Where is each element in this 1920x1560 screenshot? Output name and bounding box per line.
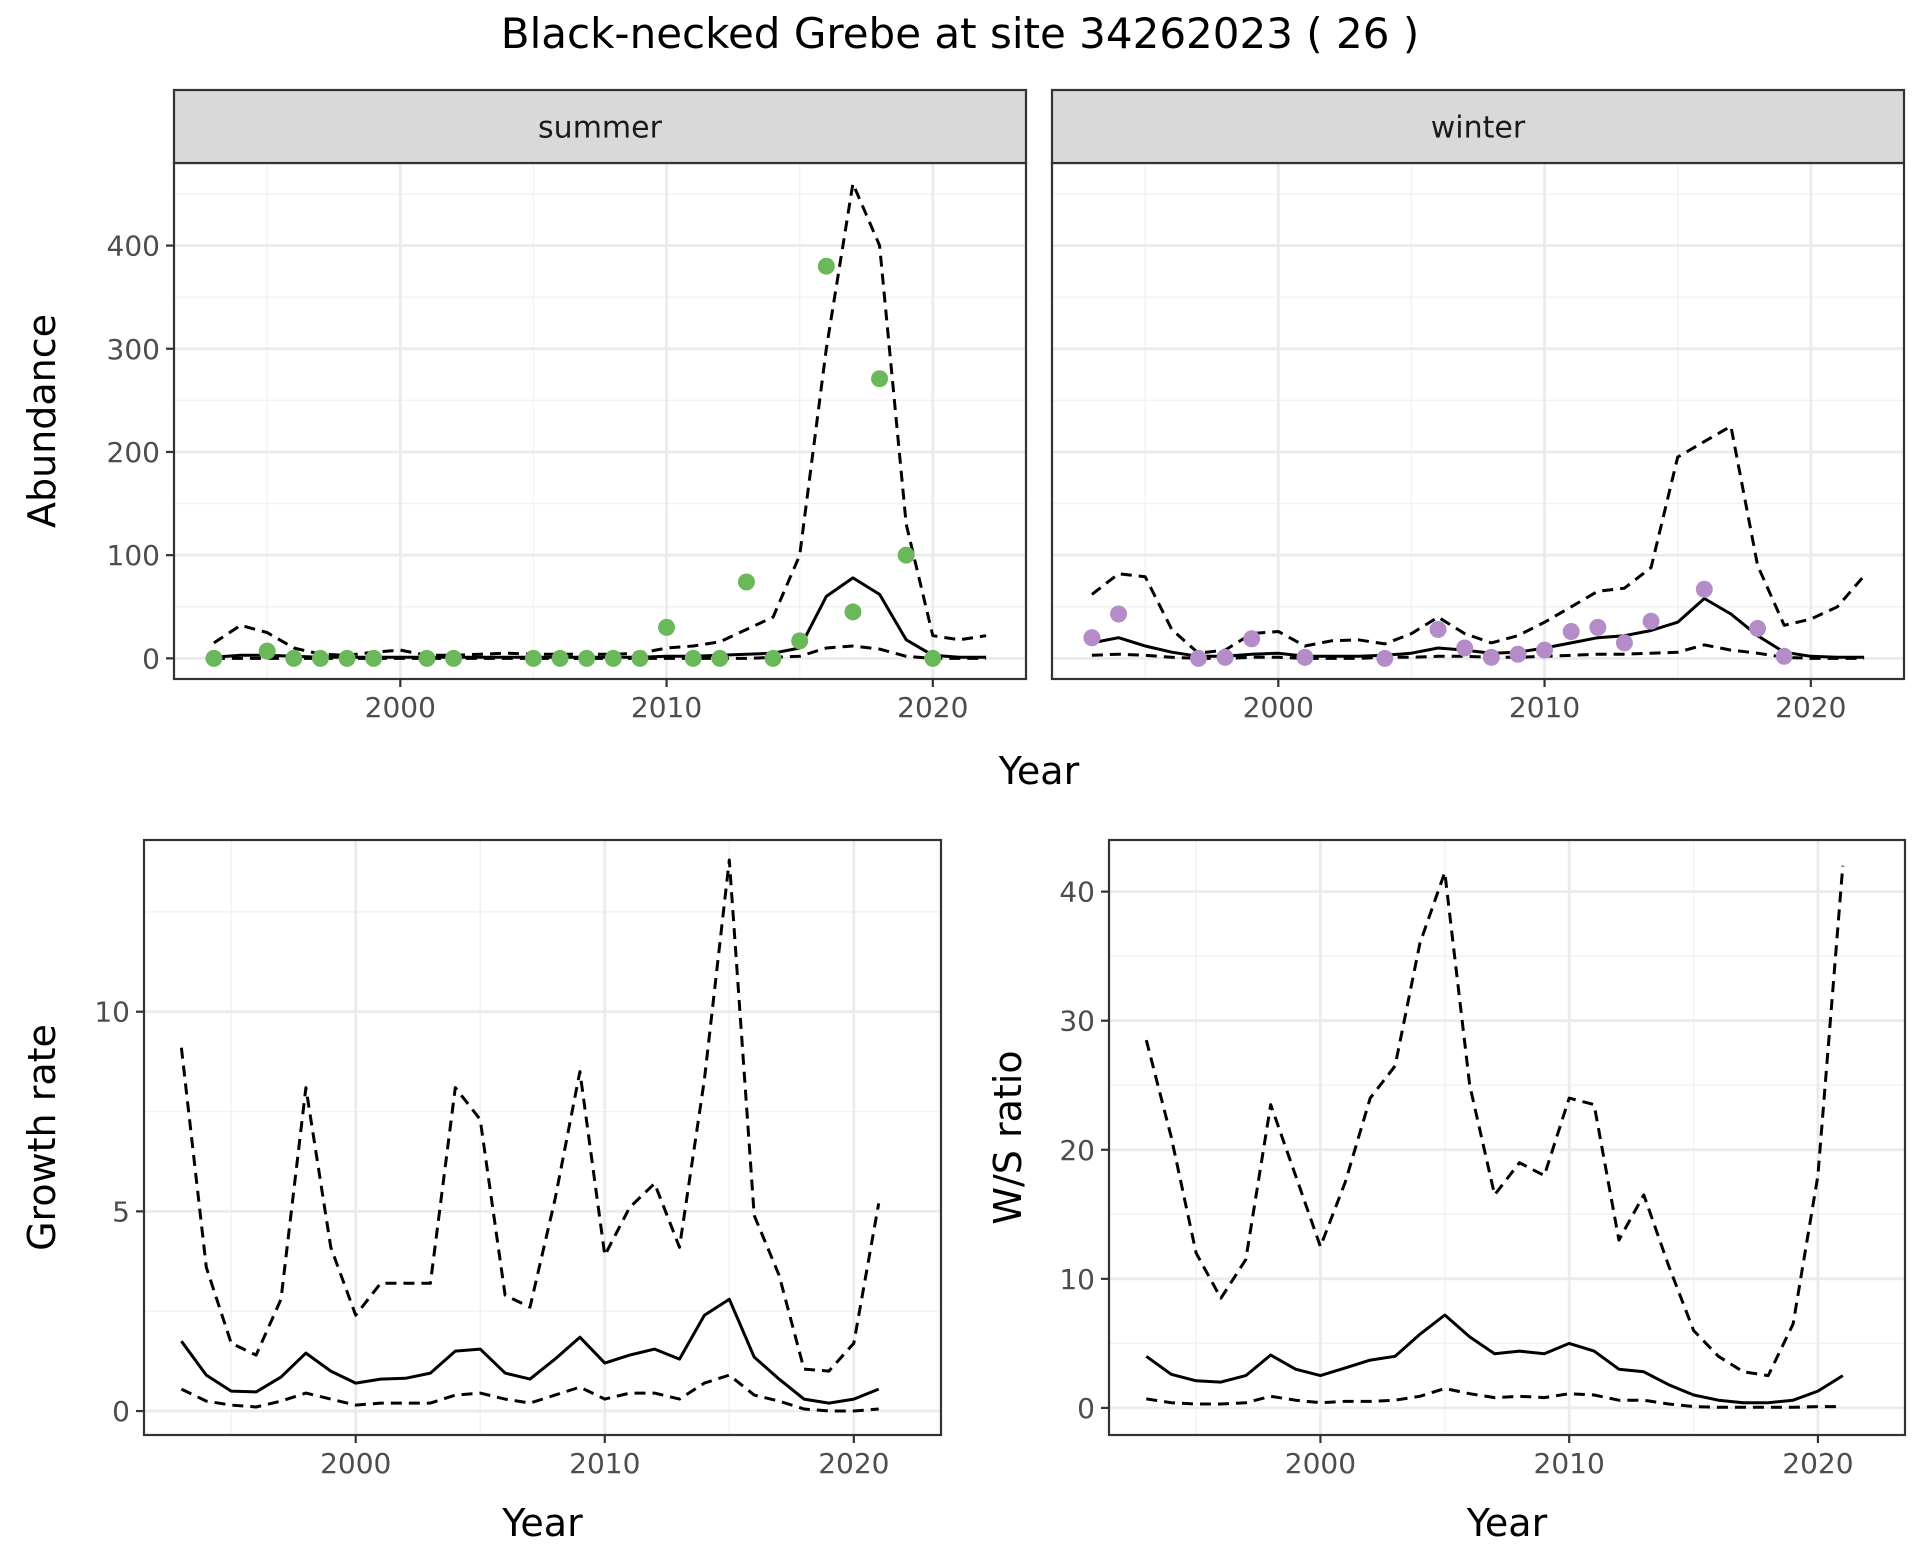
observed-point [1429, 620, 1447, 638]
panel-growth-rate: 2000 2010 2020 0 5 10 Growth rate Year [20, 838, 943, 1545]
observed-point [817, 257, 835, 275]
observed-point [1589, 618, 1607, 636]
observed-point [1110, 605, 1128, 623]
y-tick-label: 5 [112, 1195, 130, 1228]
panel-abundance-summer: summer 2000 2010 2020 0 100 200 300 400 Abundance [20, 88, 1028, 724]
x-tick-label: 2010 [631, 691, 702, 724]
x-tick-label: 2010 [1509, 691, 1580, 724]
panel-background [1052, 163, 1904, 679]
observed-point [1216, 648, 1234, 666]
observed-point [844, 603, 862, 621]
interval-line-1 [1090, 424, 1866, 655]
observed-point [631, 649, 649, 667]
facet-strip-label: winter [1431, 111, 1526, 146]
facet-strip [172, 88, 1028, 165]
x-tick-label: 2000 [320, 1447, 391, 1480]
observed-point [658, 618, 676, 636]
y-axis-title: W/S ratio [986, 1050, 1030, 1224]
observed-point [365, 649, 383, 667]
panel-abundance-winter: winter 2000 2010 2020 [1050, 88, 1906, 724]
observed-point [1536, 641, 1554, 659]
observed-point [1642, 612, 1660, 630]
x-tick-label: 2020 [1775, 691, 1846, 724]
panel-background [144, 840, 941, 1435]
facet-strip-label: summer [538, 111, 663, 146]
y-tick-label: 40 [1059, 876, 1095, 909]
estimate-line-0 [1145, 1313, 1844, 1405]
observed-point [578, 649, 596, 667]
y-tick-label: 300 [107, 333, 160, 366]
x-axis-title: Year [501, 1501, 583, 1545]
observed-point [871, 370, 889, 388]
x-tick-label: 2020 [818, 1447, 889, 1480]
observed-point [764, 649, 782, 667]
observed-point [285, 649, 303, 667]
y-tick-label: 30 [1059, 1005, 1095, 1038]
observed-point [205, 649, 223, 667]
y-axis-title: Abundance [20, 314, 64, 528]
observed-point [1482, 648, 1500, 666]
figure-title: Black-necked Grebe at site 34262023 ( 26… [501, 9, 1419, 58]
observed-point [258, 642, 276, 660]
observed-point [1562, 623, 1580, 641]
x-tick-label: 2000 [1243, 691, 1314, 724]
observed-point [551, 649, 569, 667]
x-tick-label: 2000 [1285, 1447, 1356, 1480]
panel-background [1109, 840, 1905, 1435]
observed-point [1243, 630, 1261, 648]
x-tick-label: 2010 [569, 1447, 640, 1480]
observed-point [1376, 649, 1394, 667]
x-tick-label: 2010 [1534, 1447, 1605, 1480]
y-axis-title: Growth rate [20, 1024, 64, 1251]
y-tick-label: 100 [107, 539, 160, 572]
y-tick-label: 0 [1077, 1392, 1095, 1425]
observed-point [418, 649, 436, 667]
observed-point [1456, 639, 1474, 657]
observed-point [1775, 647, 1793, 665]
observed-point [1615, 634, 1633, 652]
interval-line-1 [179, 858, 881, 1373]
observed-point [1695, 580, 1713, 598]
y-tick-label: 10 [94, 996, 130, 1029]
x-tick-label: 2020 [1782, 1447, 1853, 1480]
observed-point [445, 649, 463, 667]
panel-background [174, 163, 1026, 679]
interval-line-1 [213, 182, 987, 657]
observed-point [791, 632, 809, 650]
observed-point [338, 649, 356, 667]
estimate-line-0 [180, 1297, 880, 1405]
y-tick-label: 0 [112, 1395, 130, 1428]
x-axis-title: Year [1466, 1501, 1548, 1545]
x-tick-label: 2000 [365, 691, 436, 724]
interval-line-2 [1146, 1387, 1843, 1409]
observed-point [897, 546, 915, 564]
x-tick-label: 2020 [897, 691, 968, 724]
observed-point [311, 649, 329, 667]
observed-point [1083, 629, 1101, 647]
observed-point [1509, 645, 1527, 663]
y-tick-label: 0 [142, 642, 160, 675]
facet-strip [1050, 88, 1906, 165]
y-tick-label: 200 [107, 436, 160, 469]
observed-point [1189, 649, 1207, 667]
interval-line-1 [1144, 865, 1845, 1378]
observed-point [711, 649, 729, 667]
observed-point [1296, 648, 1314, 666]
panel-ws-ratio: 2000 2010 2020 0 10 20 30 40 W/S ratio Year [986, 838, 1907, 1545]
shared-x-axis-title: Year [998, 749, 1080, 793]
y-tick-label: 400 [107, 230, 160, 263]
observed-point [524, 649, 542, 667]
y-tick-label: 20 [1059, 1134, 1095, 1167]
observed-point [604, 649, 622, 667]
observed-point [684, 649, 702, 667]
panel-border [142, 838, 943, 1437]
observed-point [1749, 619, 1767, 637]
observed-point [924, 649, 942, 667]
panel-border [1107, 838, 1907, 1437]
y-tick-label: 10 [1059, 1263, 1095, 1296]
observed-point [737, 573, 755, 591]
